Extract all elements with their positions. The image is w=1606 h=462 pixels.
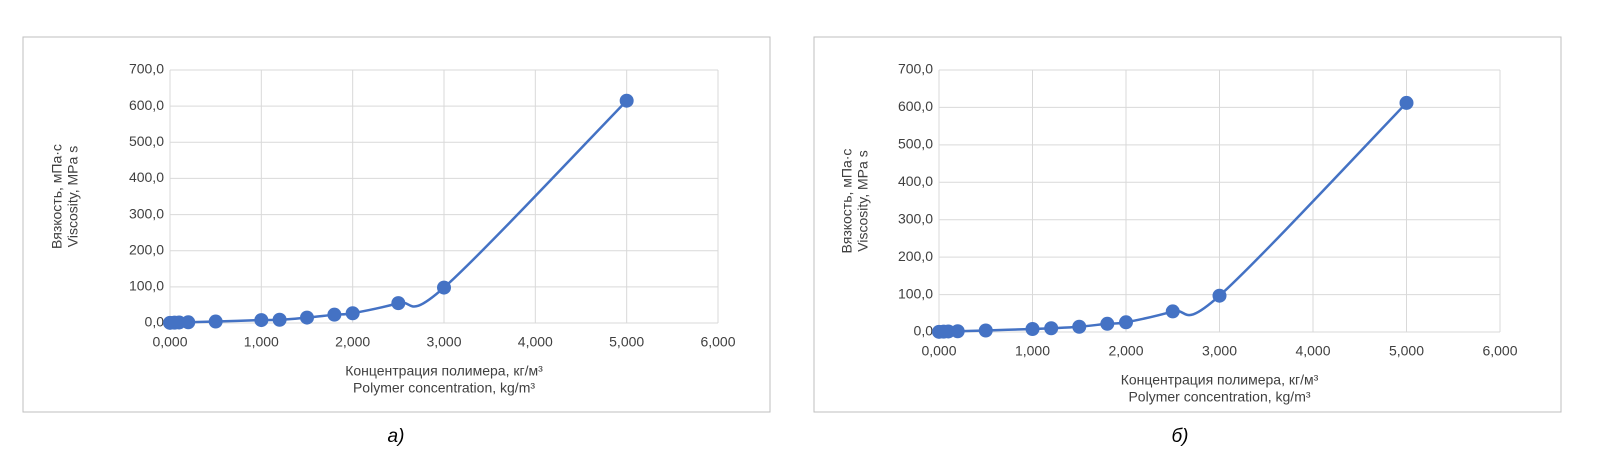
x-tick-label: 3,000 [426, 334, 461, 350]
data-point [1119, 315, 1133, 330]
data-point [272, 312, 287, 327]
data-point [1399, 95, 1414, 110]
x-tick-label: 2,000 [335, 334, 370, 350]
data-point [437, 280, 451, 295]
y-axis-label: Viscosity, MPa s [855, 150, 871, 251]
x-tick-label: 1,000 [244, 334, 279, 350]
x-tick-label: 0,000 [921, 343, 956, 359]
data-point [978, 323, 993, 338]
y-tick-label: 300,0 [129, 205, 164, 221]
x-tick-label: 2,000 [1108, 343, 1143, 359]
caption: а) [388, 426, 405, 447]
data-point [1044, 321, 1059, 336]
data-point [619, 93, 634, 108]
y-axis-label: Вязкость, мПа·с [839, 149, 855, 254]
y-tick-label: 100,0 [129, 278, 164, 294]
caption: б) [1171, 426, 1188, 447]
y-axis-label: Viscosity, MPa s [65, 146, 81, 247]
data-point [1025, 322, 1040, 337]
y-tick-label: 0,0 [145, 314, 165, 330]
data-point [1072, 319, 1087, 334]
x-tick-label: 5,000 [1389, 343, 1424, 359]
y-tick-label: 400,0 [898, 173, 933, 189]
x-axis-label: Концентрация полимера, кг/м³ [1121, 372, 1319, 388]
data-point [300, 310, 314, 325]
x-tick-label: 4,000 [1295, 343, 1330, 359]
x-tick-label: 6,000 [1482, 343, 1517, 359]
y-tick-label: 600,0 [898, 98, 933, 114]
x-tick-label: 5,000 [609, 334, 644, 350]
y-tick-label: 500,0 [129, 133, 164, 149]
x-axis-label: Polymer concentration, kg/m³ [1128, 389, 1310, 405]
y-tick-label: 0,0 [914, 323, 934, 339]
data-point [1165, 304, 1180, 319]
x-tick-label: 1,000 [1015, 343, 1050, 359]
chart-frame [22, 36, 771, 413]
data-point [208, 314, 223, 329]
x-tick-label: 3,000 [1202, 343, 1237, 359]
data-point [1212, 288, 1227, 303]
data-point [950, 324, 965, 339]
y-tick-label: 500,0 [898, 136, 933, 152]
y-tick-label: 700,0 [129, 61, 164, 77]
data-point [254, 313, 269, 328]
x-tick-label: 0,000 [152, 334, 187, 350]
y-tick-label: 100,0 [898, 285, 933, 301]
y-tick-label: 700,0 [898, 61, 933, 77]
y-tick-label: 300,0 [898, 210, 933, 226]
y-tick-label: 200,0 [129, 241, 164, 257]
x-axis-label: Концентрация полимера, кг/м³ [345, 363, 543, 379]
data-point [345, 306, 360, 321]
data-point [181, 315, 196, 330]
x-axis-label: Polymer concentration, kg/m³ [353, 380, 535, 396]
y-tick-label: 600,0 [129, 97, 164, 113]
data-point [391, 296, 406, 311]
data-point [1100, 316, 1115, 331]
y-tick-label: 400,0 [129, 169, 164, 185]
x-tick-label: 4,000 [518, 334, 553, 350]
x-tick-label: 6,000 [700, 334, 735, 350]
data-point [327, 307, 342, 322]
y-tick-label: 200,0 [898, 248, 933, 264]
y-axis-label: Вязкость, мПа·с [49, 144, 65, 249]
